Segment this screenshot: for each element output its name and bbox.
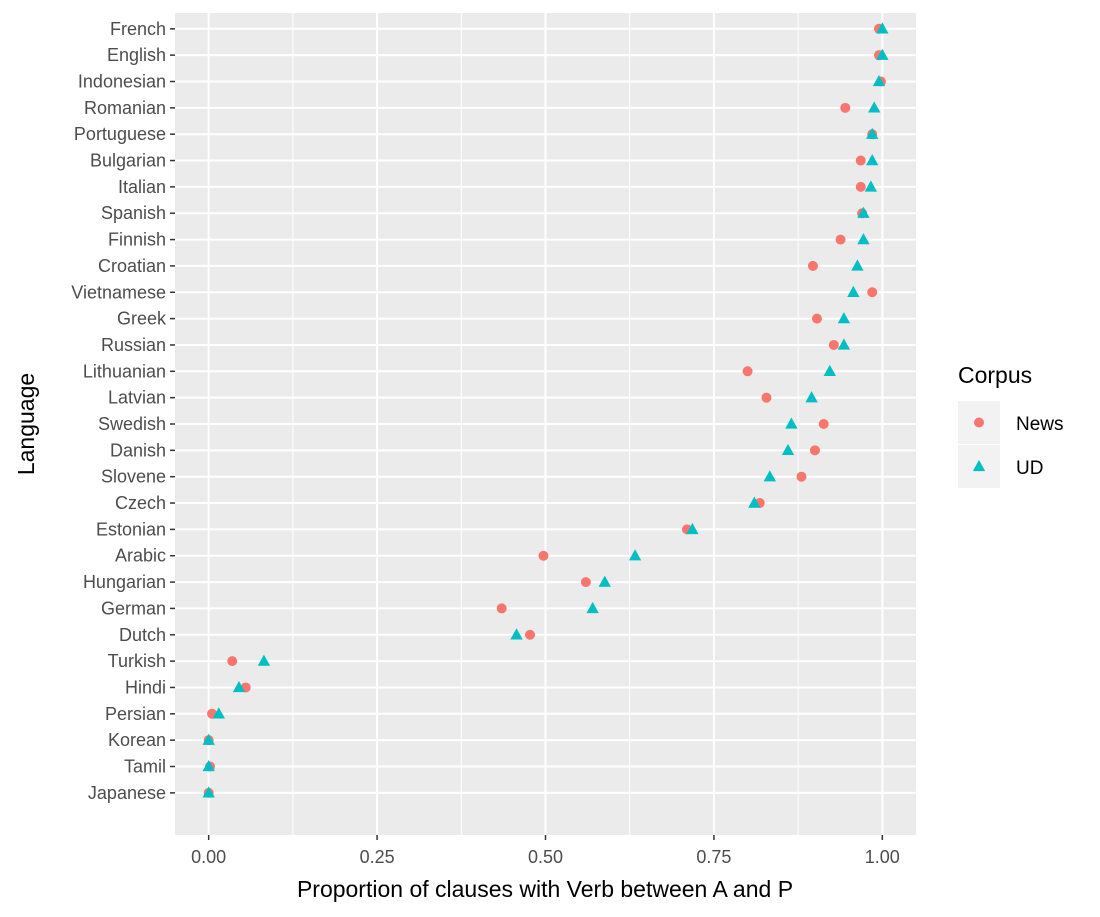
data-point-ud	[857, 233, 870, 245]
data-point-ud	[763, 470, 776, 482]
y-tick-label: Lithuanian	[83, 361, 166, 381]
x-axis-title: Proportion of clauses with Verb between …	[297, 876, 793, 902]
y-tick-label: Finnish	[108, 230, 166, 250]
x-tick-label: 0.75	[696, 847, 731, 867]
y-tick-label: Swedish	[98, 414, 166, 434]
data-point-news	[809, 445, 820, 456]
data-point-news	[835, 234, 846, 245]
data-point-ud	[851, 259, 864, 271]
y-tick-label: Tamil	[124, 757, 166, 777]
data-point-ud	[748, 496, 761, 508]
data-point-news	[867, 287, 878, 298]
data-point-news	[840, 102, 851, 113]
y-tick-label: Czech	[115, 493, 166, 513]
data-point-ud	[202, 786, 215, 798]
data-point-ud	[857, 206, 870, 218]
y-tick-label: Vietnamese	[71, 282, 166, 302]
y-tick-label: Latvian	[108, 388, 166, 408]
y-tick-label: Hungarian	[83, 572, 166, 592]
data-point-news	[811, 313, 822, 324]
legend-title: Corpus	[958, 362, 1032, 388]
y-tick-label: Indonesian	[78, 72, 166, 92]
legend-label-news: News	[1016, 414, 1064, 435]
data-point-ud	[586, 601, 599, 614]
y-tick-label: Dutch	[119, 625, 166, 645]
legend-label-ud: UD	[1016, 458, 1043, 479]
data-point-news	[742, 366, 753, 377]
data-point-ud	[864, 180, 878, 192]
data-point-ud	[781, 443, 795, 456]
data-point-ud	[876, 48, 889, 60]
data-point-news	[828, 339, 839, 350]
data-point-ud	[785, 417, 798, 429]
data-point-ud	[202, 760, 215, 772]
y-tick-label: Bulgarian	[90, 151, 166, 171]
x-axis: 0.00 0.25 0.50 0.75 1.00	[191, 835, 900, 867]
y-tick-label: Russian	[101, 335, 166, 355]
data-point-news	[818, 419, 829, 429]
y-tick-label: French	[110, 19, 166, 39]
legend-marker-news	[974, 417, 984, 428]
y-tick-label: Hindi	[125, 677, 166, 697]
y-axis-title: Language	[13, 373, 39, 475]
y-tick-label: Romanian	[84, 98, 166, 118]
legend-keys	[972, 417, 986, 472]
y-tick-label: Turkish	[108, 651, 166, 671]
data-point-news	[855, 181, 866, 192]
data-point-ud	[866, 127, 879, 139]
data-point-news	[761, 392, 772, 403]
x-tick-label: 0.25	[360, 847, 395, 867]
data-point-ud	[876, 22, 889, 34]
y-tick-label: Italian	[118, 177, 166, 197]
y-tick-label: Slovene	[101, 467, 166, 487]
x-tick-label: 0.00	[191, 847, 226, 867]
data-point-news	[538, 550, 549, 561]
y-tick-label: Spanish	[101, 203, 166, 223]
data-point-ud	[202, 733, 215, 745]
x-tick-label: 0.50	[528, 847, 563, 867]
data-point-news	[580, 577, 591, 588]
y-tick-label: English	[107, 45, 166, 65]
data-point-news	[796, 471, 807, 482]
x-tick-label: 1.00	[865, 847, 900, 867]
data-point-ud	[823, 364, 836, 376]
legend: Corpus News UD	[958, 362, 1064, 488]
y-tick-label: Korean	[108, 730, 166, 750]
data-point-ud	[686, 522, 699, 535]
data-point-ud	[510, 628, 523, 640]
y-tick-label: German	[101, 598, 166, 618]
data-point-ud	[212, 707, 225, 719]
y-tick-label: Danish	[110, 440, 166, 460]
data-point-ud	[866, 154, 879, 166]
y-tick-label: Persian	[105, 704, 166, 724]
data-point-news	[855, 155, 866, 166]
major-gridlines	[175, 13, 916, 835]
data-point-ud	[872, 75, 886, 87]
y-tick-label: Croatian	[98, 256, 166, 276]
y-tick-label: Arabic	[115, 546, 166, 566]
data-point-ud	[837, 312, 851, 324]
data-point-ud	[598, 575, 611, 587]
data-point-ud	[628, 549, 642, 561]
data-point-news	[525, 629, 536, 640]
y-axis: French English Indonesian Romanian Portugues…	[71, 19, 175, 803]
data-point-ud	[847, 285, 860, 297]
data-point-news	[807, 260, 818, 271]
data-point-news	[227, 656, 238, 667]
y-tick-label: Greek	[117, 309, 167, 329]
y-tick-label: Estonian	[96, 519, 166, 539]
data-point-ud	[257, 654, 271, 666]
legend-marker-ud	[972, 460, 986, 472]
y-tick-label: Japanese	[88, 783, 166, 803]
data-point-ud	[868, 101, 881, 113]
data-point-ud	[232, 680, 246, 693]
y-tick-label: Portuguese	[74, 124, 166, 144]
data-points	[202, 22, 889, 798]
data-point-ud	[837, 338, 851, 350]
data-point-news	[496, 603, 507, 614]
data-point-ud	[805, 391, 818, 403]
